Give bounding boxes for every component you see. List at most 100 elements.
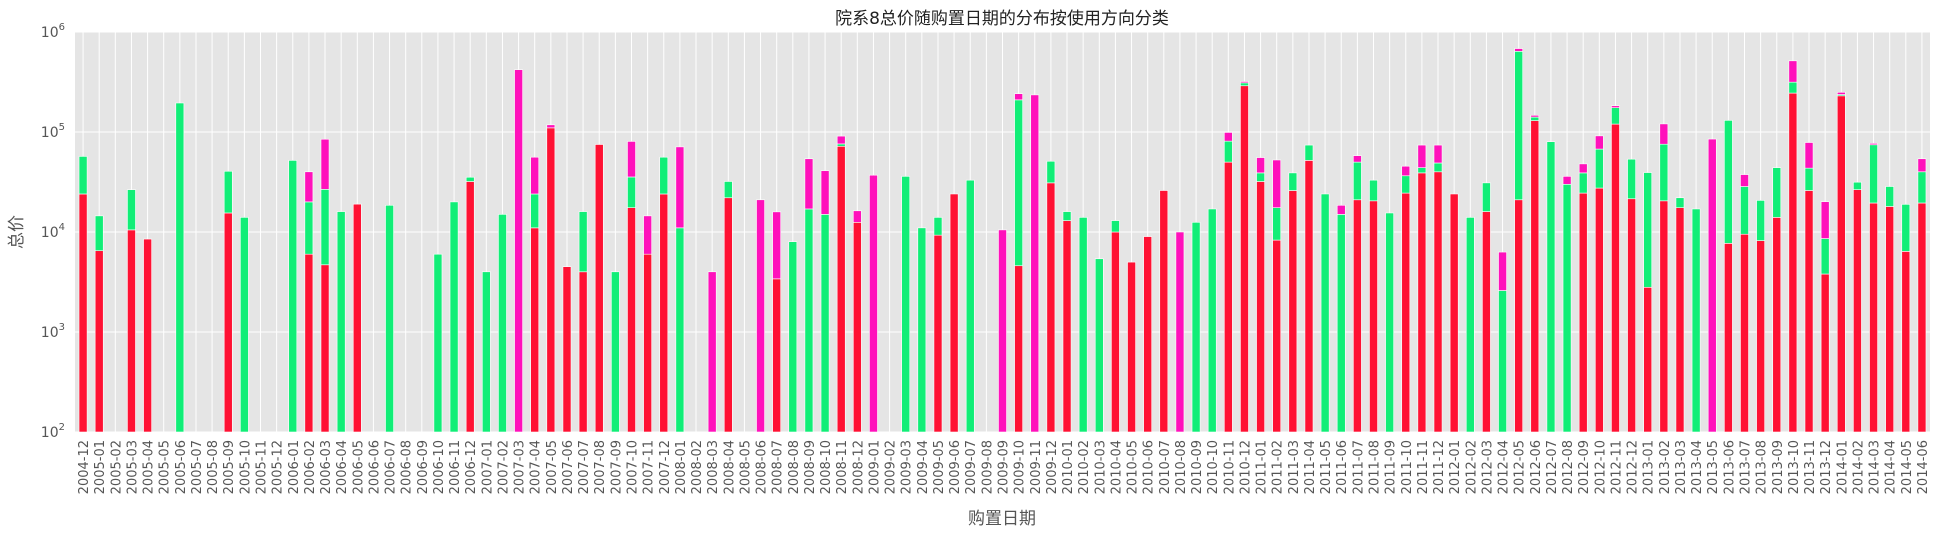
y-axis-label: 总价 xyxy=(7,215,27,249)
x-tick-label: 2011-02 xyxy=(1271,440,1286,494)
bar-segment xyxy=(304,253,314,433)
bar-segment xyxy=(1901,251,1911,433)
bar-segment xyxy=(385,204,394,433)
bar-segment xyxy=(1159,190,1169,433)
x-tick-label: 2005-01 xyxy=(93,440,108,494)
x-tick-label: 2013-06 xyxy=(1722,440,1737,494)
bar-segment xyxy=(1078,217,1088,433)
bar-segment xyxy=(1417,172,1427,433)
x-tick-label: 2006-09 xyxy=(416,440,431,494)
bar-segment xyxy=(1014,99,1023,267)
bar-segment xyxy=(1594,187,1604,433)
x-tick-label: 2010-02 xyxy=(1077,440,1092,494)
bar-segment xyxy=(1820,273,1830,433)
x-axis-label: 购置日期 xyxy=(968,509,1036,529)
bar-segment xyxy=(1562,176,1572,185)
bar-segment xyxy=(1788,92,1798,433)
x-tick-label: 2006-02 xyxy=(303,440,318,494)
bar-segment xyxy=(627,176,636,208)
x-tick-label: 2012-10 xyxy=(1593,440,1608,494)
x-tick-label: 2006-08 xyxy=(400,440,415,494)
x-tick-label: 2007-12 xyxy=(658,440,673,494)
x-tick-label: 2007-09 xyxy=(609,440,624,494)
x-tick-label: 2013-09 xyxy=(1771,440,1786,494)
bar-segment xyxy=(1659,123,1669,145)
bar-segment xyxy=(1014,93,1023,101)
y-tick-label: 103 xyxy=(41,322,65,341)
x-tick-label: 2008-03 xyxy=(706,440,721,494)
bar-segment xyxy=(143,238,152,433)
bar-segment xyxy=(1433,171,1443,433)
x-tick-label: 2007-03 xyxy=(513,440,528,494)
x-tick-label: 2008-09 xyxy=(803,440,818,494)
x-tick-label: 2012-03 xyxy=(1480,440,1495,494)
bar-segment xyxy=(1869,143,1878,146)
bar-segment xyxy=(1336,214,1346,433)
bar-segment xyxy=(127,229,136,433)
bar-segment xyxy=(481,271,491,433)
x-tick-label: 2009-12 xyxy=(1045,440,1060,494)
x-tick-label: 2010-11 xyxy=(1222,440,1237,494)
bar-segment xyxy=(1804,190,1814,433)
bar-segment xyxy=(1740,174,1749,187)
x-tick-label: 2008-05 xyxy=(738,440,753,494)
bar-segment xyxy=(1869,144,1878,204)
x-tick-label: 2012-08 xyxy=(1561,440,1576,494)
x-tick-label: 2013-01 xyxy=(1642,440,1657,494)
x-tick-label: 2005-09 xyxy=(222,440,237,494)
x-tick-label: 2008-01 xyxy=(674,440,689,494)
bar-segment xyxy=(772,211,782,280)
x-tick-label: 2010-06 xyxy=(1142,440,1157,494)
bar-segment xyxy=(1320,193,1330,433)
bar-segment xyxy=(240,217,249,433)
bar-segment xyxy=(546,124,556,129)
bar-segment xyxy=(1353,155,1362,163)
bar-segment xyxy=(820,214,830,433)
bar-segment xyxy=(1353,161,1362,201)
x-tick-label: 2009-01 xyxy=(867,440,882,494)
bar-segment xyxy=(1885,206,1895,433)
x-tick-label: 2013-12 xyxy=(1819,440,1834,494)
bar-segment xyxy=(723,197,733,433)
x-tick-label: 2006-10 xyxy=(432,440,447,494)
y-tick-labels: 102 103 104 105 106 xyxy=(41,22,65,441)
bar-segment xyxy=(320,138,330,190)
bar-segment xyxy=(949,193,959,433)
bar-segment xyxy=(611,271,620,433)
bar-segment xyxy=(643,253,652,433)
bar-segment xyxy=(1530,116,1540,121)
x-tick-label: 2005-12 xyxy=(271,440,286,494)
x-tick-label: 2004-12 xyxy=(77,440,92,494)
x-tick-label: 2006-05 xyxy=(351,440,366,494)
x-tick-labels: 2004-12 2005-01 2005-02 2005-03 2005-04 2005-… xyxy=(77,440,1931,494)
bar-segment xyxy=(1740,186,1749,235)
x-tick-label: 2007-06 xyxy=(561,440,576,494)
x-tick-label: 2012-02 xyxy=(1464,440,1479,494)
bar-segment xyxy=(1046,160,1056,184)
x-tick-label: 2005-03 xyxy=(125,440,140,494)
y-tick-label: 102 xyxy=(41,422,65,441)
bar-segment xyxy=(1788,81,1798,94)
bar-segment xyxy=(78,193,88,433)
x-tick-label: 2012-05 xyxy=(1513,440,1528,494)
x-tick-label: 2012-11 xyxy=(1609,440,1624,494)
bar-segment xyxy=(1288,172,1298,191)
bar-segment xyxy=(1191,222,1201,433)
bar-segment xyxy=(1756,200,1765,241)
bar-segment xyxy=(1433,144,1443,164)
bar-segment xyxy=(1304,160,1314,433)
bar-segment xyxy=(1401,192,1411,433)
bar-segment xyxy=(1724,120,1733,244)
bar-segment xyxy=(1272,239,1282,433)
x-tick-label: 2005-08 xyxy=(206,440,221,494)
bar-segment xyxy=(1482,182,1491,212)
bar-segment xyxy=(1062,220,1072,433)
bar-segment xyxy=(1127,261,1136,433)
bar-segment xyxy=(1804,142,1814,169)
bar-segment xyxy=(1369,179,1378,202)
x-tick-label: 2011-06 xyxy=(1335,440,1350,494)
bar-segment xyxy=(465,181,475,433)
bar-segment xyxy=(1917,202,1927,433)
bar-segment xyxy=(1514,51,1524,201)
